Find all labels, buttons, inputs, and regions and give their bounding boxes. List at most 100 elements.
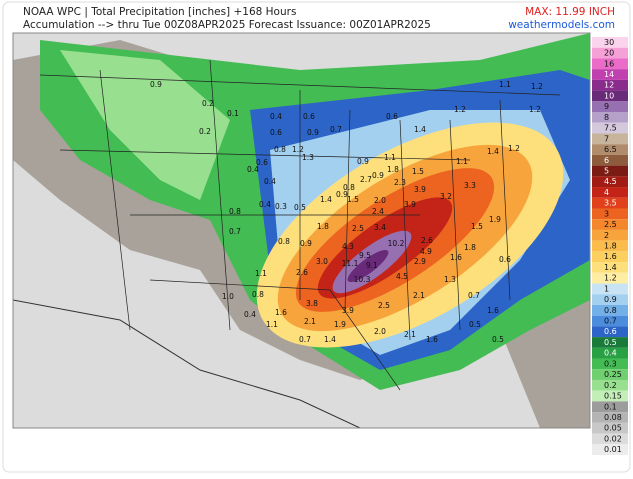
map-value: 1.1: [255, 269, 267, 278]
map-value: 0.8: [252, 290, 264, 299]
legend-label: 0.05: [604, 424, 622, 433]
map-value: 0.1: [227, 109, 239, 118]
legend-swatch: [592, 122, 628, 134]
map-value: 4.5: [396, 272, 408, 281]
legend-label: 0.4: [604, 349, 617, 358]
map-value: 0.4: [259, 200, 271, 209]
map-value: 1.8: [317, 222, 329, 231]
map-value: 1.2: [531, 82, 543, 91]
legend-label: 0.08: [604, 413, 622, 422]
map-value: 2.4: [372, 207, 384, 216]
map-value: 2.3: [394, 178, 406, 187]
legend-label: 0.6: [604, 327, 617, 336]
legend-swatch: [592, 197, 628, 209]
map-value: 1.5: [347, 195, 359, 204]
map-value: 1.0: [222, 292, 234, 301]
map-value: 1.2: [292, 145, 304, 154]
legend-label: 0.01: [604, 445, 622, 454]
map-value: 3.9: [414, 185, 426, 194]
map-value: 0.7: [229, 227, 241, 236]
map-value: 0.9: [300, 239, 312, 248]
map-value: 3.2: [440, 192, 452, 201]
legend-swatch: [592, 262, 628, 273]
legend-swatch: [592, 390, 628, 402]
map-value: 0.9: [336, 190, 348, 199]
map-value: 0.8: [229, 207, 241, 216]
legend-label: 0.8: [604, 306, 617, 315]
map-value: 1.9: [489, 215, 501, 224]
legend-label: 16: [604, 59, 614, 68]
legend-label: 0.2: [604, 381, 617, 390]
map-value: 2.1: [304, 317, 316, 326]
legend-swatch: [592, 144, 628, 155]
legend-swatch: [592, 272, 628, 284]
map-value: 0.4: [247, 165, 259, 174]
map-value: 10.3: [354, 275, 371, 284]
map-value: 0.2: [202, 99, 214, 108]
map-value: 2.6: [421, 236, 433, 245]
map-value: 1.2: [529, 105, 541, 114]
map-value: 0.9: [357, 157, 369, 166]
legend-swatch: [592, 379, 628, 391]
legend-label: 4: [604, 188, 609, 197]
map-value: 3.8: [306, 299, 318, 308]
legend-label: 30: [604, 38, 614, 47]
legend-swatch: [592, 369, 628, 380]
legend-label: 0.1: [604, 402, 617, 411]
legend-label: 0.25: [604, 370, 622, 379]
legend-label: 1.6: [604, 252, 617, 261]
map-value: 1.5: [412, 167, 424, 176]
legend-swatch: [592, 229, 628, 241]
legend-label: 0.9: [604, 295, 617, 304]
map-value: 1.6: [450, 253, 462, 262]
map-value: 0.6: [499, 255, 511, 264]
legend-swatch: [592, 337, 628, 348]
map-value: 3.9: [342, 306, 354, 315]
map-value: 0.7: [468, 291, 480, 300]
map-value: 1.1: [499, 80, 511, 89]
map-value: 0.4: [264, 177, 276, 186]
legend-label: 1: [604, 284, 609, 293]
map-value: 0.4: [244, 310, 256, 319]
map-value: 0.5: [492, 335, 504, 344]
legend-label: 1.4: [604, 263, 617, 272]
map-value: 0.6: [270, 128, 282, 137]
legend-swatch: [592, 112, 628, 123]
legend-swatch: [592, 219, 628, 230]
title: NOAA WPC | Total Precipitation [inches] …: [23, 6, 296, 18]
map-value: 0.9: [150, 80, 162, 89]
legend-label: 3.5: [604, 199, 617, 208]
map-value: 1.4: [324, 335, 336, 344]
legend-swatch: [592, 347, 628, 359]
legend-swatch: [592, 208, 628, 220]
map-value: 0.6: [386, 112, 398, 121]
legend-label: 3: [604, 209, 609, 218]
legend-label: 4.5: [604, 177, 617, 186]
legend-swatch: [592, 433, 628, 445]
legend-swatch: [592, 401, 628, 413]
map-value: 0.8: [274, 145, 286, 154]
map-value: 9.1: [366, 261, 378, 270]
map-value: 1.2: [508, 144, 520, 153]
map-value: 2.5: [378, 301, 390, 310]
map-value: 0.8: [278, 237, 290, 246]
legend-label: 6.5: [604, 145, 617, 154]
map-value: 3.3: [464, 181, 476, 190]
legend-label: 0.02: [604, 434, 622, 443]
legend-label: 2.5: [604, 220, 617, 229]
map-value: 4.9: [420, 247, 432, 256]
legend-label: 14: [604, 70, 614, 79]
map-value: 0.9: [372, 171, 384, 180]
legend-swatch: [592, 37, 628, 48]
map-value: 1.9: [334, 320, 346, 329]
map-value: 1.4: [414, 125, 426, 134]
legend-swatch: [592, 176, 628, 188]
map-value: 0.2: [199, 127, 211, 136]
legend-label: 9: [604, 102, 609, 111]
legend-label: 20: [604, 49, 614, 58]
map-value: 0.4: [270, 112, 282, 121]
map-value: 2.1: [413, 291, 425, 300]
map-value: 1.6: [487, 306, 499, 315]
legend-swatch: [592, 444, 628, 455]
